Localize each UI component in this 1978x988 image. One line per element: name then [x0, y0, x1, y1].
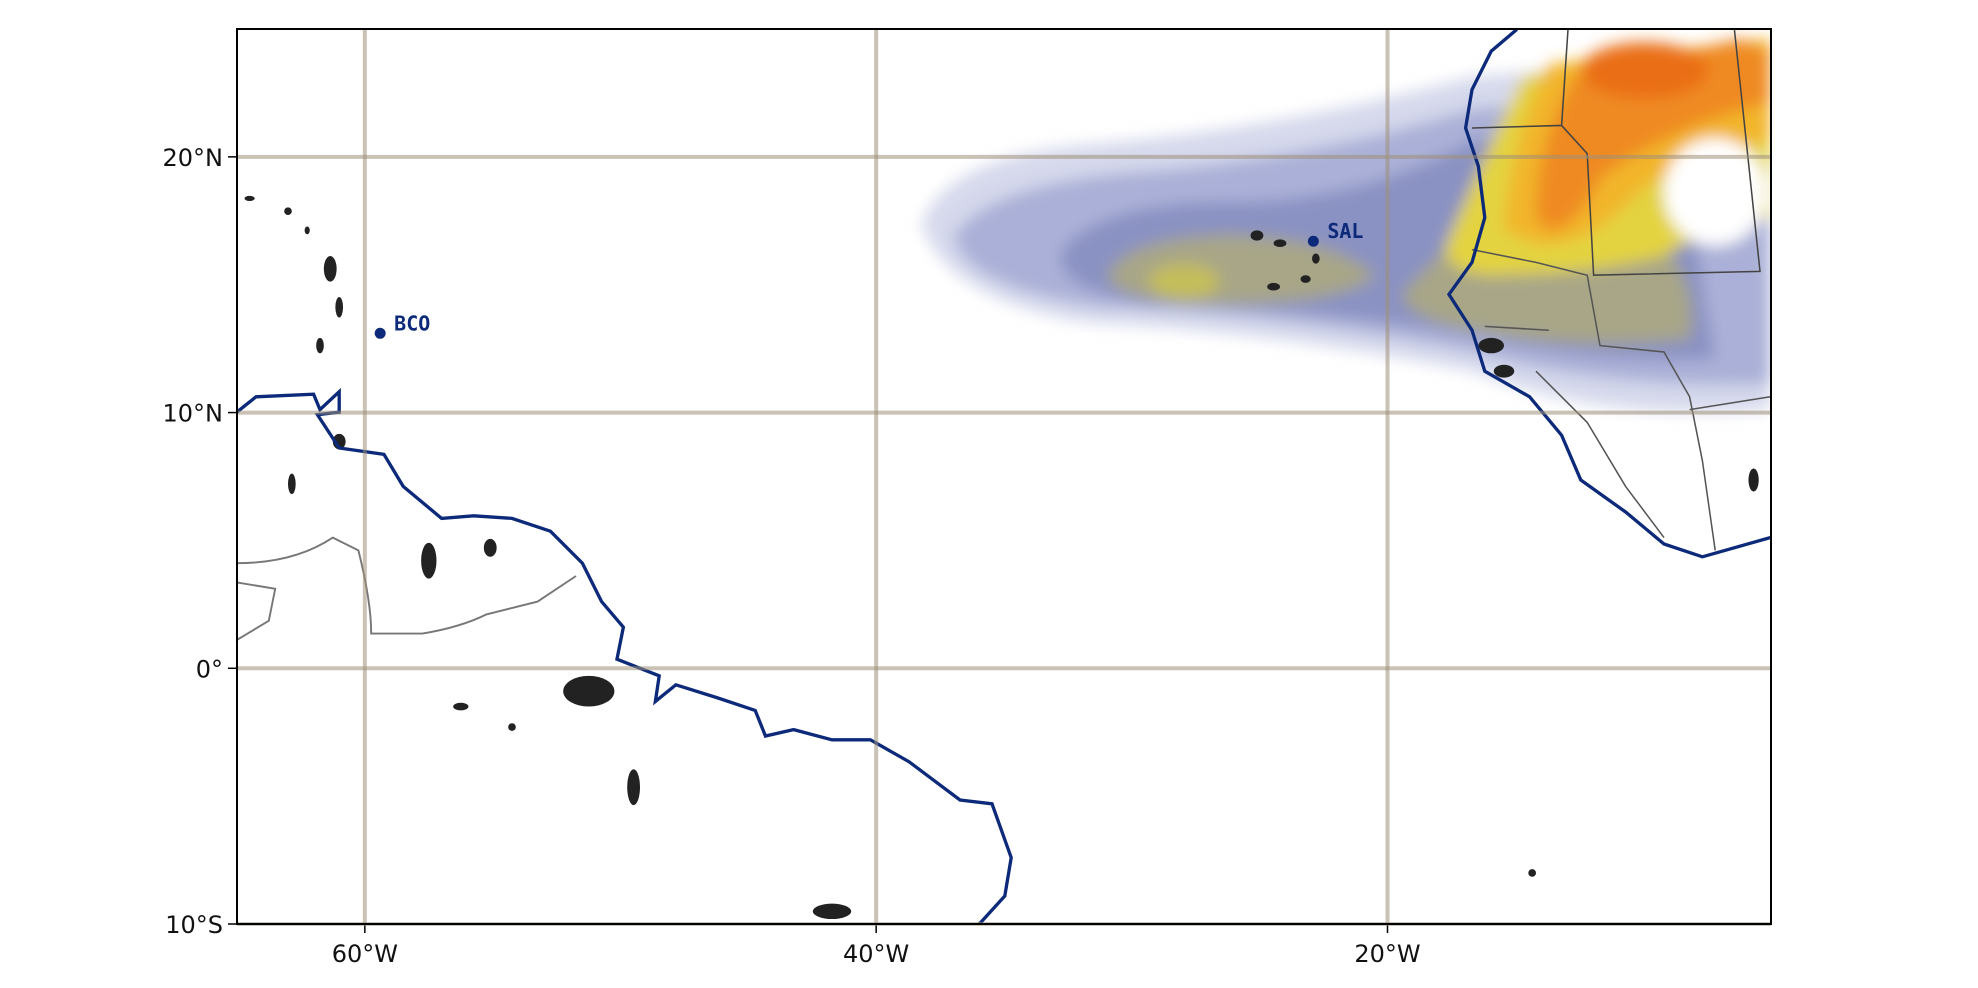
station-label: BCO [394, 311, 430, 335]
x-tick-label: 40°W [843, 940, 909, 968]
station-label: SAL [1327, 219, 1363, 243]
station-marker [374, 327, 386, 339]
y-tick-label: 10°S [165, 911, 223, 939]
y-tick-label: 10°N [163, 400, 224, 428]
islands [244, 195, 1759, 920]
map-frame [236, 28, 1772, 925]
map-layers [236, 29, 1771, 925]
borders [236, 29, 1771, 641]
station-marker [1307, 235, 1319, 247]
y-tick-label: 20°N [163, 144, 224, 172]
y-tick-label: 0° [196, 655, 223, 683]
x-tick-label: 20°W [1354, 940, 1420, 968]
dust-plume [921, 38, 1771, 413]
x-tick-label: 60°W [332, 940, 398, 968]
